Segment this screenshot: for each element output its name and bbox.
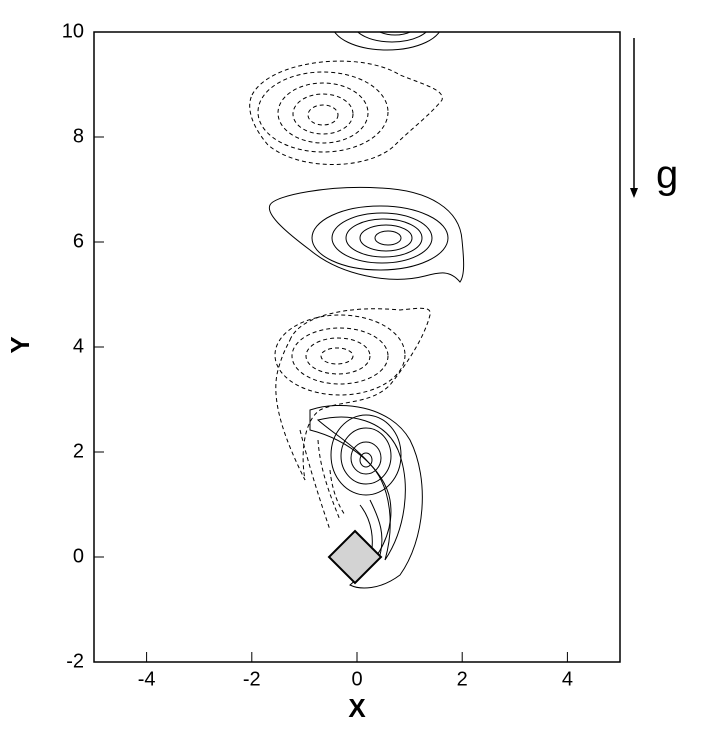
y-axis-label: Y: [5, 336, 35, 353]
y-tick-label: -2: [66, 650, 84, 672]
x-tick-label: 4: [562, 668, 573, 690]
gravity-label: g: [656, 153, 678, 197]
gravity-arrowhead: [630, 188, 638, 198]
x-tick-label: 2: [457, 668, 468, 690]
vortex-dashed-2: [274, 307, 431, 531]
vortex-dashed-1: [249, 60, 443, 165]
vortex-solid-top: [334, 32, 440, 51]
y-tick-label: 6: [73, 230, 84, 252]
y-tick-label: 10: [62, 20, 84, 42]
y-tick-label: 4: [73, 335, 84, 357]
body: [327, 529, 383, 585]
y-tick-label: 8: [73, 125, 84, 147]
vortex-solid-2: [268, 186, 465, 283]
y-tick-label: 0: [73, 545, 84, 567]
x-tick-label: -2: [243, 668, 261, 690]
x-axis-label: X: [348, 693, 366, 723]
x-tick-label: 0: [351, 668, 362, 690]
y-tick-label: 2: [73, 440, 84, 462]
x-tick-label: -4: [138, 668, 156, 690]
contours: [249, 32, 465, 589]
